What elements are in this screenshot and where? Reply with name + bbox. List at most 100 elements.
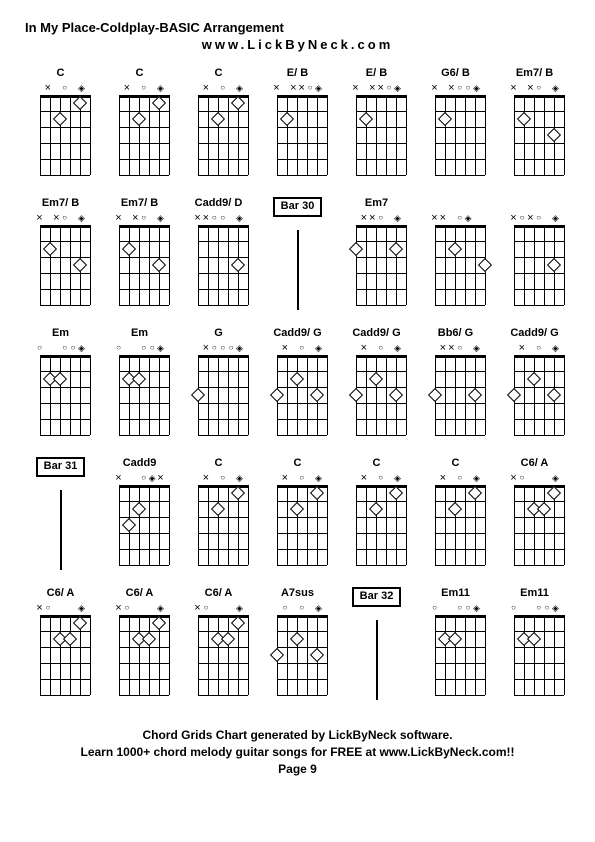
string-markers — [194, 474, 244, 484]
empty-marker — [123, 214, 131, 222]
chord-cell: Em11 — [420, 587, 491, 707]
chord-label: Cadd9/ D — [195, 197, 243, 211]
empty-marker — [306, 474, 314, 482]
bar-label: Bar 32 — [352, 587, 402, 607]
chord-diagram — [40, 225, 90, 305]
open-marker — [298, 474, 306, 482]
chord-cell: E/ B — [262, 67, 333, 187]
chord-label: C6/ A — [205, 587, 233, 601]
chord-diagram-wrap — [427, 225, 485, 305]
mute-marker — [131, 214, 139, 222]
chord-diagram-wrap — [32, 95, 90, 175]
mute-marker — [194, 604, 202, 612]
chord-cell: Em7/ B — [104, 197, 175, 317]
empty-marker — [273, 604, 281, 612]
string-markers — [36, 84, 86, 94]
chord-cell — [499, 197, 570, 317]
root-marker — [156, 604, 164, 612]
root-marker — [314, 84, 322, 92]
mute-marker — [123, 84, 131, 92]
root-marker — [551, 604, 559, 612]
root-marker — [472, 344, 480, 352]
open-marker — [456, 474, 464, 482]
mute-marker — [360, 344, 368, 352]
root-marker — [235, 84, 243, 92]
root-marker — [393, 344, 401, 352]
open-marker — [377, 344, 385, 352]
empty-marker — [543, 344, 551, 352]
chord-diagram-wrap — [32, 615, 90, 695]
empty-marker — [227, 604, 235, 612]
chord-diagram-wrap — [506, 615, 564, 695]
chord-cell: Bb6/ G — [420, 327, 491, 447]
string-markers — [273, 344, 323, 354]
open-marker — [115, 344, 123, 352]
chord-label: G — [214, 327, 223, 341]
open-marker — [535, 214, 543, 222]
chord-grid: CCCE/ BE/ BG6/ BEm7/ BEm7/ BEm7/ BCadd9/… — [25, 67, 570, 707]
page-subtitle: www.LickByNeck.com — [25, 37, 570, 52]
chord-cell: C — [104, 67, 175, 187]
chord-diagram — [119, 355, 169, 435]
root-marker — [235, 344, 243, 352]
empty-marker — [306, 344, 314, 352]
chord-cell: C — [183, 457, 254, 577]
root-marker — [472, 84, 480, 92]
string-markers — [194, 604, 244, 614]
chord-diagram-wrap — [269, 95, 327, 175]
empty-marker — [518, 84, 526, 92]
empty-marker — [526, 604, 534, 612]
open-marker — [535, 84, 543, 92]
empty-marker — [148, 214, 156, 222]
open-marker — [456, 344, 464, 352]
chord-diagram-wrap — [111, 355, 169, 435]
empty-marker — [360, 84, 368, 92]
bar-marker-cell: Bar 31 — [25, 457, 96, 577]
mute-marker — [194, 214, 202, 222]
empty-marker — [352, 474, 360, 482]
chord-diagram — [514, 485, 564, 565]
chord-diagram-wrap — [111, 615, 169, 695]
mute-marker — [156, 474, 164, 482]
root-marker — [472, 604, 480, 612]
open-marker — [61, 344, 69, 352]
empty-marker — [543, 84, 551, 92]
chord-label: Cadd9/ G — [273, 327, 321, 341]
empty-marker — [543, 474, 551, 482]
empty-marker — [227, 474, 235, 482]
empty-marker — [368, 344, 376, 352]
chord-cell: C — [262, 457, 333, 577]
open-marker — [456, 604, 464, 612]
string-markers — [194, 214, 244, 224]
empty-marker — [273, 344, 281, 352]
mute-marker — [510, 474, 518, 482]
mute-marker — [368, 84, 376, 92]
chord-diagram-wrap — [348, 225, 406, 305]
chord-cell: C6/ A — [499, 457, 570, 577]
chord-diagram — [198, 225, 248, 305]
chord-diagram-wrap — [269, 615, 327, 695]
empty-marker — [464, 344, 472, 352]
string-markers — [273, 474, 323, 484]
open-marker — [377, 214, 385, 222]
chord-diagram — [435, 95, 485, 175]
open-marker — [281, 604, 289, 612]
string-markers — [510, 344, 560, 354]
mute-marker — [431, 214, 439, 222]
chord-cell: Cadd9 — [104, 457, 175, 577]
chord-cell: Em7 — [341, 197, 412, 317]
string-markers — [352, 214, 402, 224]
chord-cell: Cadd9/ D — [183, 197, 254, 317]
empty-marker — [273, 474, 281, 482]
chord-label: C — [57, 67, 65, 81]
empty-marker — [352, 214, 360, 222]
empty-marker — [140, 604, 148, 612]
empty-marker — [131, 604, 139, 612]
chord-cell: Em11 — [499, 587, 570, 707]
chord-diagram-wrap — [190, 485, 248, 565]
string-markers — [194, 344, 244, 354]
footer-line: Page 9 — [25, 761, 570, 778]
chord-diagram-wrap — [348, 95, 406, 175]
empty-marker — [431, 474, 439, 482]
chord-diagram-wrap — [427, 355, 485, 435]
